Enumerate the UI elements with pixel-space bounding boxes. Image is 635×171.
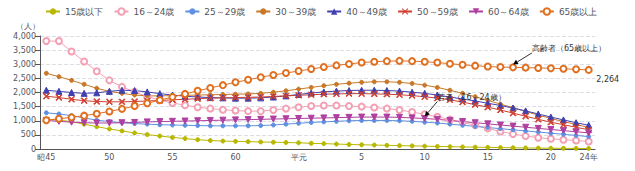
svg-text:5: 5 [359, 153, 364, 162]
svg-text:24年: 24年 [580, 153, 598, 162]
svg-text:3,000: 3,000 [13, 60, 36, 69]
svg-text:20: 20 [546, 153, 556, 162]
svg-text:50～59歳: 50～59歳 [417, 7, 458, 17]
svg-text:若者（16～24歳）: 若者（16～24歳） [437, 93, 505, 102]
svg-text:2,000: 2,000 [13, 88, 36, 97]
svg-text:高齢者（65歳以上）: 高齢者（65歳以上） [532, 44, 606, 53]
svg-text:1,500: 1,500 [13, 102, 36, 111]
svg-text:60: 60 [230, 153, 240, 162]
svg-text:昭45: 昭45 [37, 153, 55, 162]
svg-text:2,264: 2,264 [596, 75, 619, 84]
svg-text:25～29歳: 25～29歳 [204, 7, 245, 17]
svg-text:50: 50 [104, 153, 114, 162]
svg-text:2,500: 2,500 [13, 74, 36, 83]
svg-text:3,500: 3,500 [13, 46, 36, 55]
svg-text:60～64歳: 60～64歳 [488, 7, 529, 17]
svg-text:55: 55 [167, 153, 177, 162]
svg-text:30～39歳: 30～39歳 [275, 7, 316, 17]
svg-text:40～49歳: 40～49歳 [346, 7, 387, 17]
svg-text:65歳以上: 65歳以上 [559, 7, 597, 17]
svg-text:15歳以下: 15歳以下 [65, 7, 103, 17]
svg-text:4,000: 4,000 [13, 32, 36, 41]
svg-text:平元: 平元 [291, 153, 307, 162]
svg-text:（人）: （人） [16, 22, 40, 31]
svg-text:0: 0 [31, 145, 36, 154]
svg-text:15: 15 [483, 153, 493, 162]
svg-text:16～24歳: 16～24歳 [133, 7, 174, 17]
svg-text:500: 500 [21, 130, 36, 139]
svg-text:10: 10 [420, 153, 430, 162]
svg-text:1,000: 1,000 [13, 116, 36, 125]
